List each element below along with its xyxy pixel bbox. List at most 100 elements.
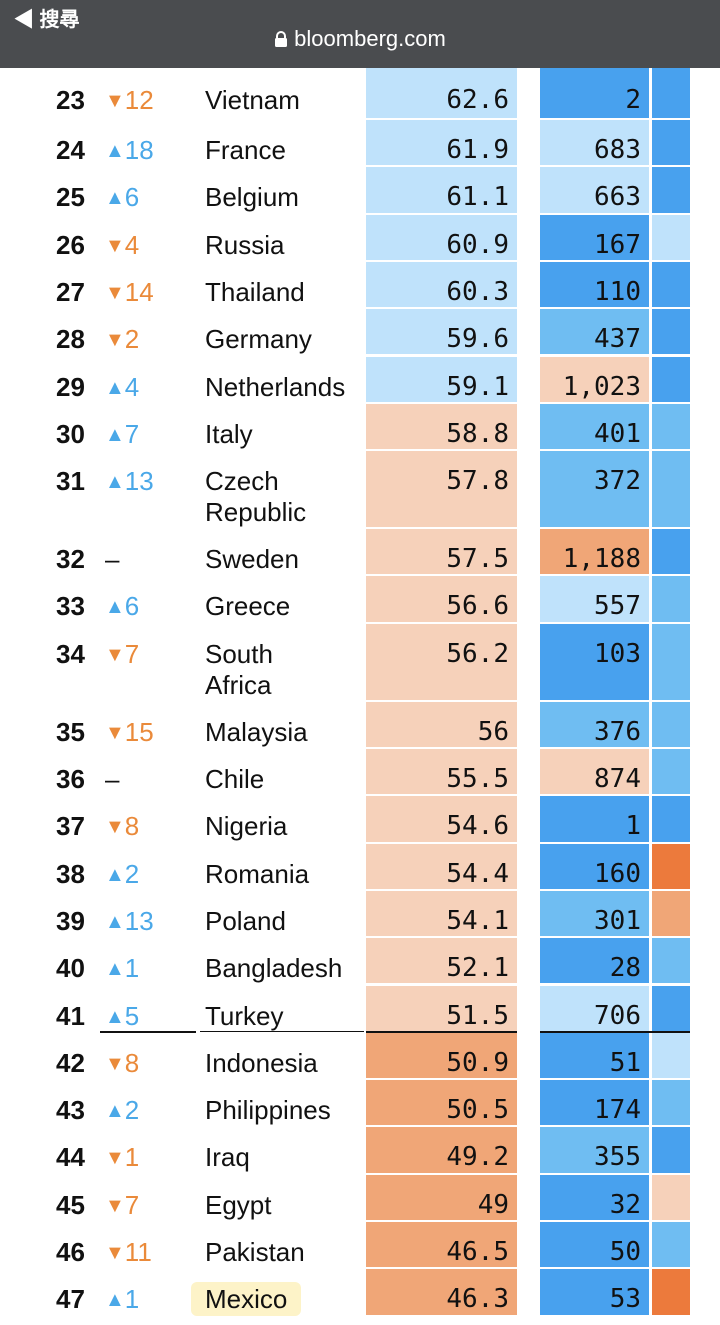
country-name: Poland: [205, 905, 286, 936]
cases-cell: [540, 356, 649, 402]
back-button[interactable]: ◀ 搜尋: [14, 3, 80, 32]
indicator-cell: [652, 1127, 690, 1173]
rank-number: 42: [56, 1047, 85, 1078]
cases-value: 372: [594, 466, 641, 497]
table-row: 23 ▼12 Vietnam 62.6 2: [0, 68, 720, 120]
country-name: Netherlands: [205, 371, 346, 402]
cases-value: 376: [594, 716, 641, 747]
cases-value: 1,188: [562, 544, 641, 575]
rank-change-value: 1: [124, 953, 140, 984]
score-cell: [366, 1269, 517, 1315]
table-row: 29 ▲4 Netherlands 59.1 1,023: [0, 356, 720, 404]
score-value: 50.9: [446, 1047, 509, 1078]
indicator-cell: [652, 403, 690, 450]
table-row: 43 ▲2 Philippines 50.5 174: [0, 1080, 720, 1127]
indicator-cell: [652, 843, 690, 889]
table-row: 38 ▲2 Romania 54.4 160: [0, 843, 720, 891]
country-name: Iraq: [205, 1142, 250, 1173]
cases-cell: [540, 261, 649, 308]
cases-value: 437: [594, 324, 641, 355]
table-row: 32– Sweden 57.5 1,188: [0, 529, 720, 576]
back-button-label: ◀ 搜尋: [14, 9, 80, 31]
country-name: Bangladesh: [205, 953, 343, 984]
cases-cell: [540, 403, 649, 450]
rank-number: 34: [56, 638, 85, 669]
down-triangle-icon: ▼: [105, 721, 125, 744]
rank-number: 47: [56, 1284, 85, 1315]
score-value: 51.5: [446, 1000, 509, 1031]
cases-cell: [540, 749, 649, 795]
rank-change-value: 7: [124, 638, 140, 669]
down-triangle-icon: ▼: [105, 1052, 125, 1075]
score-value: 60.3: [446, 276, 509, 307]
score-cell: [366, 403, 517, 450]
address-bar[interactable]: bloomberg.com: [0, 26, 720, 52]
rank-change-value: 2: [124, 324, 140, 355]
rank-change: ▲6: [105, 182, 139, 213]
country-name: Pakistan: [205, 1237, 305, 1267]
rank-number: 36: [56, 764, 85, 794]
country-name: Russia: [205, 229, 285, 260]
score-value: 49.2: [446, 1142, 509, 1173]
score-cell: [366, 701, 517, 747]
rank-number: 38: [56, 858, 85, 889]
score-value: 56.6: [446, 591, 509, 622]
score-cell: [366, 261, 517, 308]
score-value: 55.5: [446, 764, 509, 794]
rank-change-value: 11: [124, 1237, 152, 1267]
up-triangle-icon: ▲: [105, 596, 125, 619]
score-cell: [366, 1080, 517, 1126]
table-row: 34 ▼7 South Africa 56.2 103: [0, 623, 720, 702]
down-triangle-icon: ▼: [105, 816, 125, 839]
country-name: Vietnam: [205, 85, 300, 115]
indicator-cell: [652, 1222, 690, 1268]
table-row: 31 ▲13 Czech Republic 57.8 372: [0, 451, 720, 529]
divider-line: [200, 1030, 364, 1032]
score-cell: [366, 576, 517, 622]
country-name: Czech Republic: [205, 466, 307, 528]
indicator-cell: [652, 623, 690, 700]
indicator-cell: [652, 796, 690, 842]
rank-number: 46: [56, 1237, 85, 1267]
rank-change: –: [105, 764, 119, 795]
rank-change-value: 4: [124, 229, 140, 260]
cases-value: 32: [609, 1189, 641, 1220]
down-triangle-icon: ▼: [105, 643, 125, 666]
rank-change: ▲2: [105, 859, 139, 890]
score-cell: [366, 120, 517, 166]
rank-number: 35: [56, 716, 85, 747]
rank-change-value: 1: [124, 1284, 140, 1315]
rank-number: 37: [56, 811, 85, 842]
country-name: Greece: [205, 591, 291, 622]
score-value: 59.1: [446, 371, 509, 402]
score-cell: [366, 1032, 517, 1079]
cases-cell: [540, 1032, 649, 1079]
rank-change: ▼7: [105, 1190, 139, 1221]
rank-number: 39: [56, 905, 85, 936]
score-cell: [366, 890, 517, 937]
rank-number: 44: [56, 1142, 85, 1173]
rank-number: 24: [56, 135, 85, 165]
score-value: 62.6: [446, 85, 509, 115]
table-row: 47 ▲1 Mexico 46.3 53: [0, 1269, 720, 1317]
rank-change: ▲2: [105, 1095, 139, 1126]
rank-change-value: 7: [124, 1189, 140, 1220]
up-triangle-icon: ▲: [105, 1005, 125, 1028]
table-row: 37 ▼8 Nigeria 54.6 1: [0, 796, 720, 843]
rank-number: 23: [56, 85, 85, 115]
cases-cell: [540, 1174, 649, 1220]
down-triangle-icon: ▼: [105, 281, 125, 304]
score-cell: [366, 796, 517, 842]
cases-value: 683: [594, 135, 641, 165]
up-triangle-icon: ▲: [105, 863, 125, 886]
score-value: 49: [477, 1189, 509, 1220]
indicator-cell: [652, 214, 690, 260]
up-triangle-icon: ▲: [105, 958, 125, 981]
country-name: Indonesia: [205, 1047, 318, 1078]
table-row: 45 ▼7 Egypt 49 32: [0, 1174, 720, 1222]
up-triangle-icon: ▲: [105, 140, 125, 162]
indicator-cell: [652, 451, 690, 528]
cases-value: 874: [594, 764, 641, 794]
country-name: Italy: [205, 418, 253, 449]
rank-change-value: 6: [124, 591, 140, 622]
